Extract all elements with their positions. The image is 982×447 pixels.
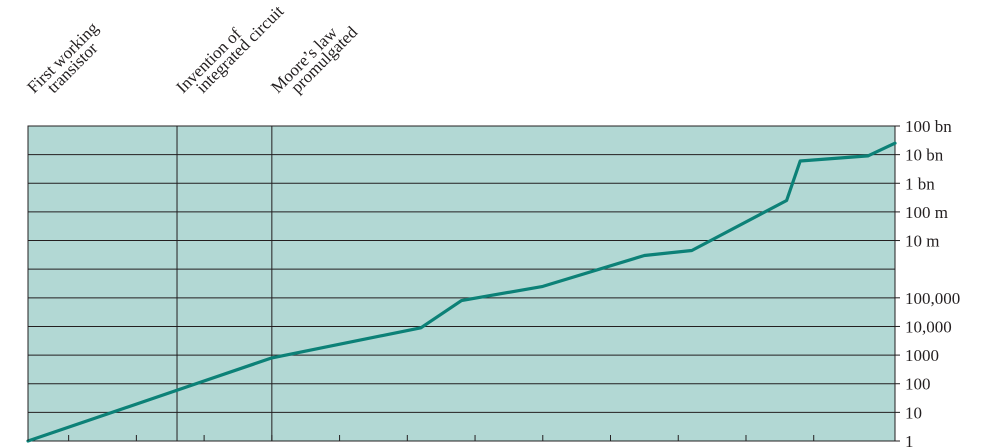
y-axis: 1 10 100 1000 10,000 100,000 10 m 100 m 1 bn 10 b…: [895, 117, 960, 447]
y-tick-label: 10: [905, 403, 922, 422]
x-tick-label: 1947: [11, 443, 46, 447]
x-tick-label: 70: [331, 443, 348, 447]
y-tick-label: 10,000: [905, 317, 952, 336]
x-tick-label: 60: [196, 443, 213, 447]
x-axis: 1947 50 55 60 65 70 75 80 85 90 95 2000 05 11: [11, 435, 897, 447]
plot-area: [27, 125, 896, 442]
y-tick-label: 10 bn: [905, 146, 944, 165]
y-tick-label: 1: [905, 432, 914, 447]
x-tick-label: 11: [881, 443, 897, 447]
x-tick-label: 80: [467, 443, 484, 447]
x-tick-label: 90: [602, 443, 619, 447]
x-tick-label: 65: [263, 443, 280, 447]
x-tick-label: 2000: [729, 443, 763, 447]
y-tick-label: 100,000: [905, 289, 960, 308]
y-tick-label: 100 bn: [905, 117, 952, 136]
y-tick-label: 10 m: [905, 232, 939, 251]
y-tick-label: 100 m: [905, 203, 948, 222]
y-tick-label: 100: [905, 375, 931, 394]
y-tick-label: 1000: [905, 346, 939, 365]
series-line: [26, 141, 897, 443]
x-tick-label: 85: [534, 443, 551, 447]
x-tick-label: 05: [805, 443, 822, 447]
x-tick-label: 95: [670, 443, 687, 447]
x-tick-label: 75: [399, 443, 416, 447]
annotation-lines: [176, 126, 273, 441]
y-tick-label: 1 bn: [905, 174, 935, 193]
x-tick-label: 55: [128, 443, 145, 447]
gridlines: [28, 125, 895, 442]
x-tick-label: 50: [60, 443, 77, 447]
series-layer: [26, 141, 897, 443]
